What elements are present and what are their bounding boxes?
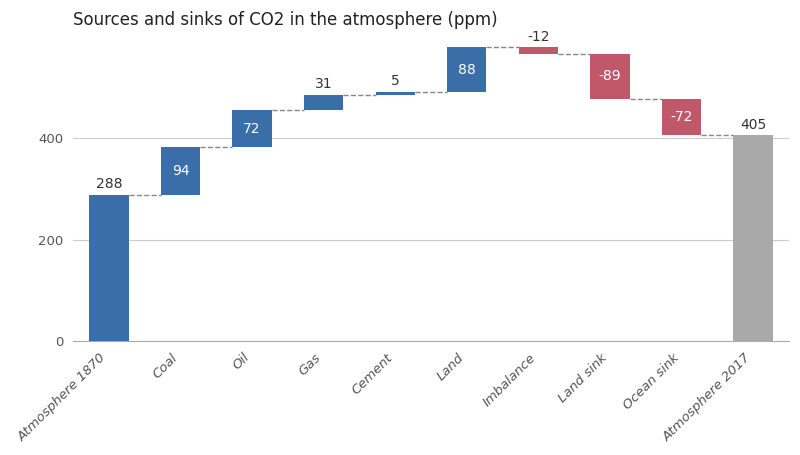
Text: 31: 31	[315, 77, 333, 91]
Text: -89: -89	[598, 69, 622, 83]
Bar	[375, 92, 415, 95]
Bar	[232, 111, 272, 147]
Text: 5: 5	[391, 75, 399, 88]
Text: -12: -12	[527, 30, 550, 44]
Bar	[161, 147, 200, 195]
Text: 72: 72	[243, 122, 261, 136]
Text: 288: 288	[96, 177, 122, 191]
Bar	[590, 54, 630, 99]
Text: Sources and sinks of CO2 in the atmosphere (ppm): Sources and sinks of CO2 in the atmosphe…	[73, 11, 498, 29]
Bar	[447, 47, 486, 92]
Bar	[734, 135, 773, 341]
Bar	[90, 195, 129, 341]
Text: 94: 94	[172, 164, 190, 178]
Text: 405: 405	[740, 118, 766, 131]
Bar	[518, 47, 558, 54]
Text: -72: -72	[670, 110, 693, 124]
Text: 88: 88	[458, 63, 476, 77]
Bar	[662, 99, 702, 135]
Bar	[304, 95, 343, 111]
